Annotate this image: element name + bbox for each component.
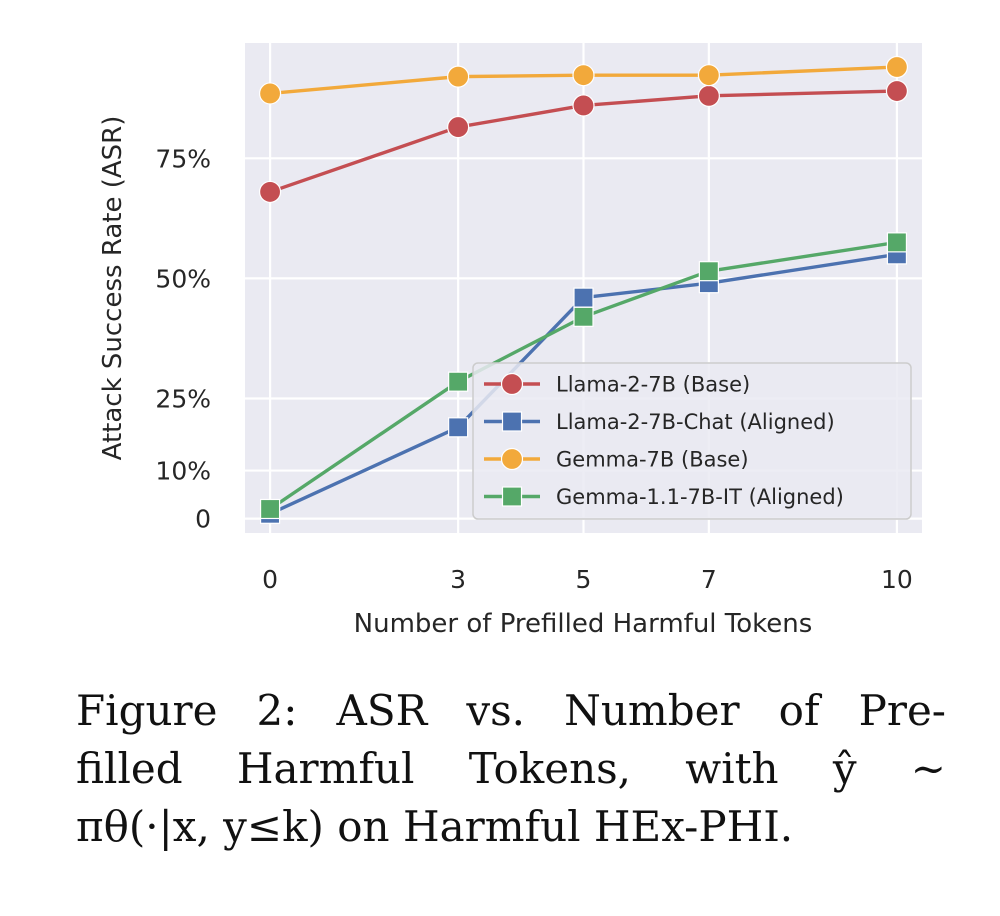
caption-line-1: Figure 2: ASR vs. Number of Pre- [76, 686, 946, 735]
series-layer [258, 55, 909, 524]
caption-line-2: filled Harmful Tokens, with ŷ ∼ [76, 744, 946, 793]
data-point [886, 232, 908, 253]
data-point [885, 55, 909, 79]
data-point [885, 79, 909, 103]
x-tick-label: 5 [576, 565, 592, 594]
legend-label: Llama-2-7B (Base) [556, 373, 750, 397]
data-point [258, 180, 282, 204]
data-point [259, 498, 281, 520]
legend-marker [500, 372, 524, 396]
y-tick-label: 0 [195, 505, 211, 534]
data-point [258, 82, 282, 105]
series-0 [258, 79, 909, 204]
data-point [697, 84, 720, 107]
data-point [698, 261, 719, 282]
data-point [572, 64, 595, 87]
y-axis-label: Attack Success Rate (ASR) [98, 116, 128, 461]
y-tick-label: 75% [155, 144, 211, 173]
legend-marker [500, 447, 524, 471]
legend: Llama-2-7B (Base) Llama-2-7B-Chat (Aligne… [472, 362, 912, 520]
data-point [572, 94, 595, 117]
series-2 [258, 55, 909, 105]
legend-marker [501, 486, 523, 507]
data-point [573, 306, 594, 327]
y-tick-label: 50% [155, 264, 211, 293]
caption-line-3: πθ(·|x, y≤k) on Harmful HEx-PHI. [76, 802, 794, 851]
x-tick-label: 0 [262, 565, 278, 594]
x-tick-label: 7 [701, 565, 717, 594]
asr-line-chart: 0 3 5 7 10 0 10% 25% 50% 75% Number of Prefilled … [98, 43, 922, 639]
x-tick-label: 10 [881, 565, 913, 594]
data-point [573, 287, 594, 308]
legend-label: Gemma-7B (Base) [556, 448, 749, 472]
tick-labels: 0 3 5 7 10 0 10% 25% 50% 75% [155, 144, 912, 594]
legend-label: Llama-2-7B-Chat (Aligned) [556, 410, 835, 434]
data-point [447, 65, 470, 88]
y-tick-label: 25% [155, 384, 211, 413]
legend-marker [501, 411, 523, 432]
series-3 [259, 232, 908, 520]
y-tick-label: 10% [155, 457, 211, 486]
data-point [697, 64, 720, 87]
x-tick-label: 3 [450, 565, 466, 594]
legend-label: Gemma-1.1-7B-IT (Aligned) [556, 485, 844, 509]
data-point [448, 417, 469, 438]
data-point [447, 115, 470, 139]
x-axis-label: Number of Prefilled Harmful Tokens [354, 609, 813, 639]
legend-box [472, 362, 912, 520]
data-point [448, 371, 469, 392]
figure-caption: Figure 2: ASR vs. Number of Pre- filled … [76, 682, 946, 856]
